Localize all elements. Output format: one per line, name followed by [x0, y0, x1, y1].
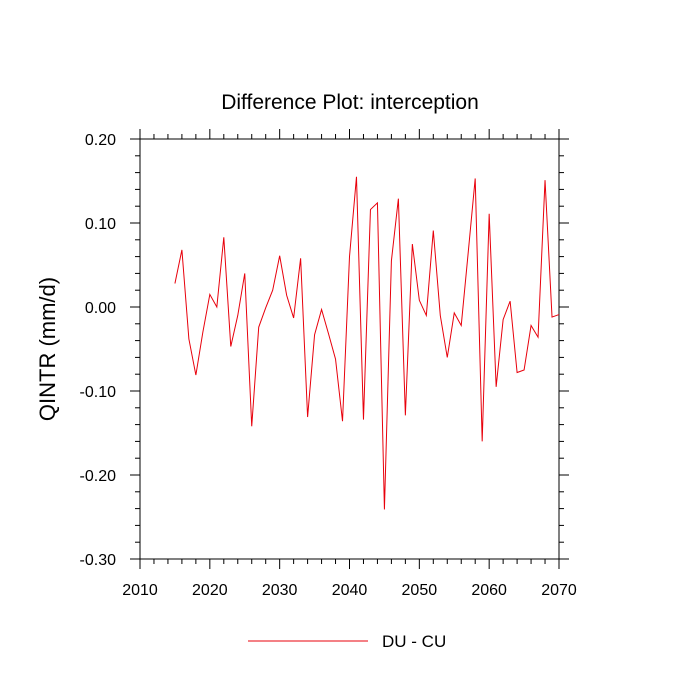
x-tick-label: 2040: [332, 582, 368, 599]
chart-title: Difference Plot: interception: [221, 91, 479, 114]
y-tick-label: -0.10: [80, 384, 117, 401]
series-line-du-cu: [174, 176, 560, 510]
legend-label-du-cu: DU - CU: [382, 632, 446, 651]
y-tick-label: 0.00: [85, 300, 116, 317]
y-tick-label: 0.20: [85, 132, 116, 149]
x-tick-label: 2030: [262, 582, 298, 599]
x-tick-label: 2050: [402, 582, 438, 599]
legend: DU - CU: [248, 632, 446, 651]
plot-frame: [139, 138, 560, 560]
series-layer: [174, 176, 560, 510]
y-tick-label: 0.10: [85, 216, 116, 233]
y-axis-label: QINTR (mm/d): [35, 277, 60, 421]
y-tick-label: -0.30: [80, 552, 117, 569]
y-axis: -0.30 -0.20 -0.10 0.00 0.10 0.20: [80, 132, 569, 569]
x-tick-label: 2020: [192, 582, 228, 599]
x-tick-label: 2070: [541, 582, 577, 599]
y-tick-label: -0.20: [80, 468, 117, 485]
x-axis: 2010 2020 2030 2040 2050 2060 2070: [122, 129, 577, 599]
x-tick-label: 2010: [122, 582, 158, 599]
x-tick-label: 2060: [471, 582, 507, 599]
